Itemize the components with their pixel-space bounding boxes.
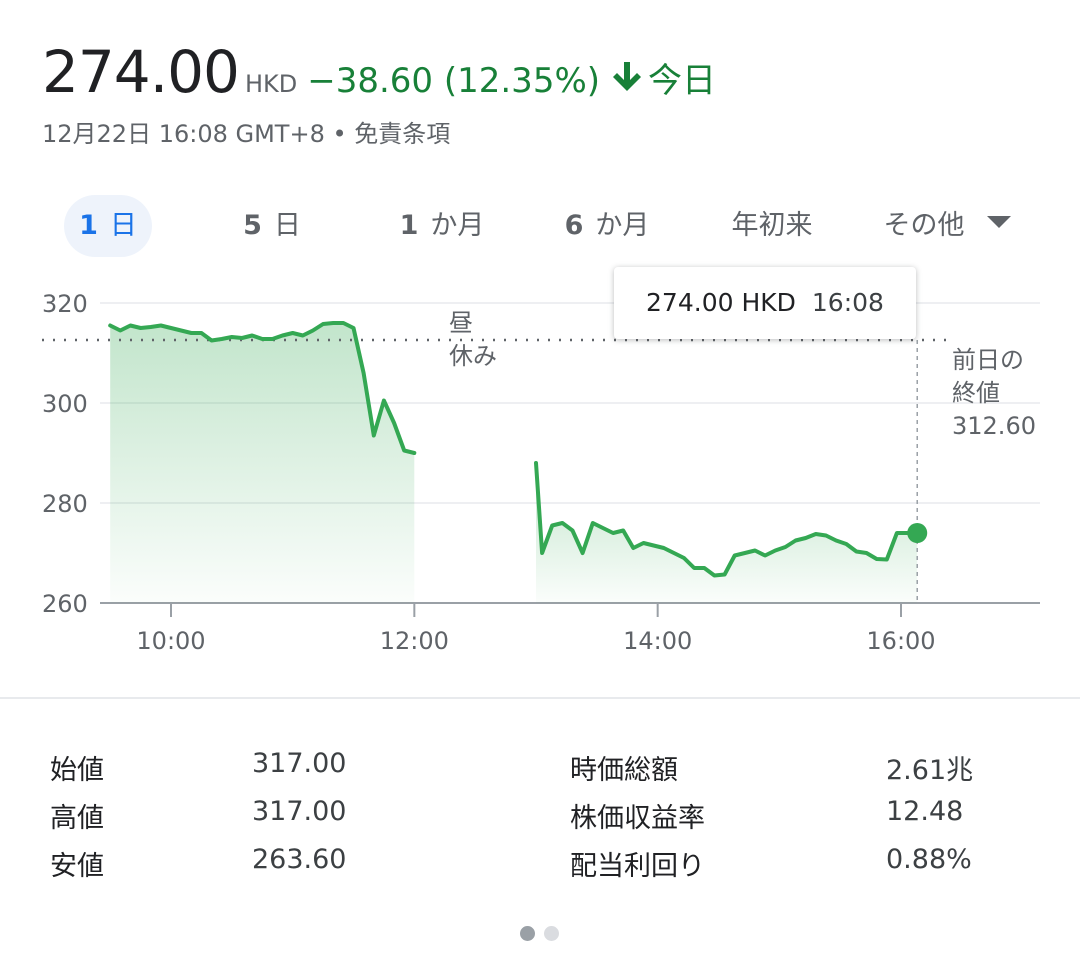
tooltip-price: 274.00 HKD: [646, 288, 796, 317]
chart-lines: [108, 321, 920, 578]
x-tick-label: 10:00: [136, 627, 205, 655]
lunch-break-label: 昼: [449, 309, 473, 337]
stat-value-pe-ratio: 12.48: [886, 796, 964, 827]
y-tick-label: 320: [42, 290, 88, 318]
stat-value-dividend-yield: 0.88%: [886, 844, 972, 875]
period-label: 今日: [648, 61, 717, 101]
y-axis-labels: 320 300 280 260: [42, 290, 88, 618]
pager-dot[interactable]: [544, 926, 559, 941]
y-tick-label: 300: [42, 390, 88, 418]
previous-close-value: 312.60: [952, 412, 1036, 440]
tooltip-time: 16:08: [811, 288, 884, 317]
series-area-morning: [110, 323, 415, 603]
stat-label-low: 安値: [50, 851, 104, 882]
price-change: −38.60 (12.35%): [307, 61, 601, 101]
caret-down-icon: [986, 216, 1011, 228]
series-area-afternoon: [536, 463, 918, 603]
pager-dot[interactable]: [520, 926, 535, 941]
stat-value-open: 317.00: [252, 748, 347, 779]
x-tick-label: 16:00: [866, 627, 935, 655]
tab-1-month[interactable]: 1 か月: [399, 210, 485, 241]
tab-6-month[interactable]: 6 か月: [564, 210, 650, 241]
x-axis-labels: 10:00 12:00 14:00 16:00: [136, 627, 935, 655]
previous-close-label: 前日の: [952, 346, 1024, 374]
stat-label-open: 始値: [50, 755, 104, 786]
stat-value-high: 317.00: [252, 796, 347, 827]
last-price-point: [907, 523, 928, 543]
arrow-down-icon: [613, 62, 642, 91]
pager-dots: [520, 926, 568, 945]
timestamp-disclaimer[interactable]: 12月22日 16:08 GMT+8 • 免責条項: [42, 120, 451, 148]
stat-label-dividend-yield: 配当利回り: [570, 851, 705, 882]
price-tooltip: 274.00 HKD 16:08: [614, 267, 916, 339]
currency-code: HKD: [244, 70, 298, 98]
previous-close-label: 終値: [952, 379, 1000, 407]
current-price: 274.00: [42, 38, 240, 106]
x-tick-label: 12:00: [380, 627, 449, 655]
tab-more[interactable]: その他: [872, 195, 1022, 257]
stat-label-pe-ratio: 株価収益率: [570, 803, 705, 834]
stat-value-market-cap: 2.61兆: [886, 755, 974, 786]
x-tick-label: 14:00: [623, 627, 692, 655]
price-header: 274.00 HKD −38.60 (12.35%) 今日: [42, 38, 716, 108]
tab-ytd[interactable]: 年初来: [731, 210, 813, 241]
stat-label-high: 高値: [50, 803, 104, 834]
chart-area-fill: [110, 323, 918, 603]
lunch-break-label: 休み: [449, 342, 497, 370]
y-tick-label: 260: [42, 590, 88, 618]
section-divider: [0, 697, 1080, 699]
price-chart[interactable]: 320 300 280 260 10:00 12:00 14:00 16:00 昼 休み 前…: [0, 255, 1080, 675]
series-line-afternoon: [534, 461, 920, 578]
stat-value-low: 263.60: [252, 844, 347, 875]
y-tick-label: 280: [42, 490, 88, 518]
series-line-morning: [108, 321, 417, 455]
stat-label-market-cap: 時価総額: [570, 755, 678, 786]
